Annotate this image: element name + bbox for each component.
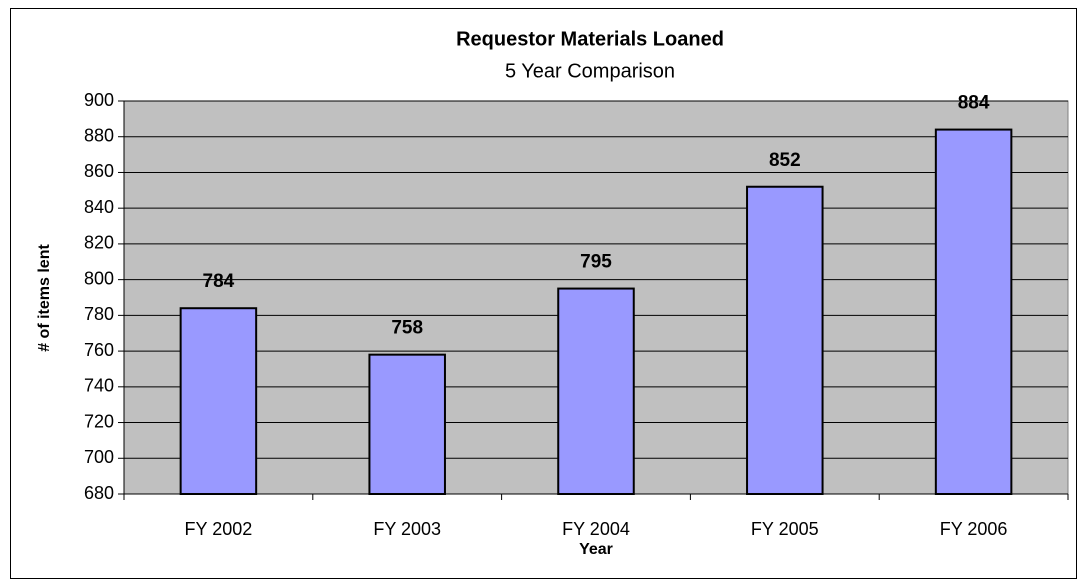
bar [934, 128, 1013, 495]
y-tick-label: 800 [84, 268, 114, 288]
y-tick-label: 880 [84, 125, 114, 145]
x-tick-label: FY 2006 [940, 519, 1008, 539]
y-tick-label: 820 [84, 233, 114, 253]
chart-title: Requestor Materials Loaned [456, 28, 724, 50]
data-label: 758 [391, 318, 423, 339]
x-tick-label: FY 2005 [751, 519, 819, 539]
x-tick-label: FY 2003 [373, 519, 441, 539]
y-tick-label: 740 [84, 376, 114, 396]
data-label: 784 [203, 271, 235, 292]
data-label: 884 [958, 93, 990, 114]
y-tick-label: 760 [84, 340, 114, 360]
bar [179, 307, 258, 495]
bar [746, 185, 824, 495]
x-tick-label: FY 2004 [562, 519, 630, 539]
y-tick-label: 860 [84, 161, 114, 181]
x-axis-label: Year [579, 541, 613, 558]
data-label: 795 [580, 252, 612, 273]
y-tick-label: 780 [84, 304, 114, 324]
y-tick-label: 720 [84, 411, 114, 431]
y-axis-label: # of items lent [36, 244, 53, 352]
x-tick-label: FY 2002 [185, 519, 253, 539]
bar [368, 353, 446, 495]
y-tick-label: 680 [84, 483, 114, 503]
y-tick-label: 840 [84, 197, 114, 217]
data-label: 852 [769, 150, 801, 171]
chart-subtitle: 5 Year Comparison [505, 60, 675, 82]
y-tick-label: 700 [84, 447, 114, 467]
y-tick-label: 900 [84, 90, 114, 110]
bar [557, 287, 635, 495]
